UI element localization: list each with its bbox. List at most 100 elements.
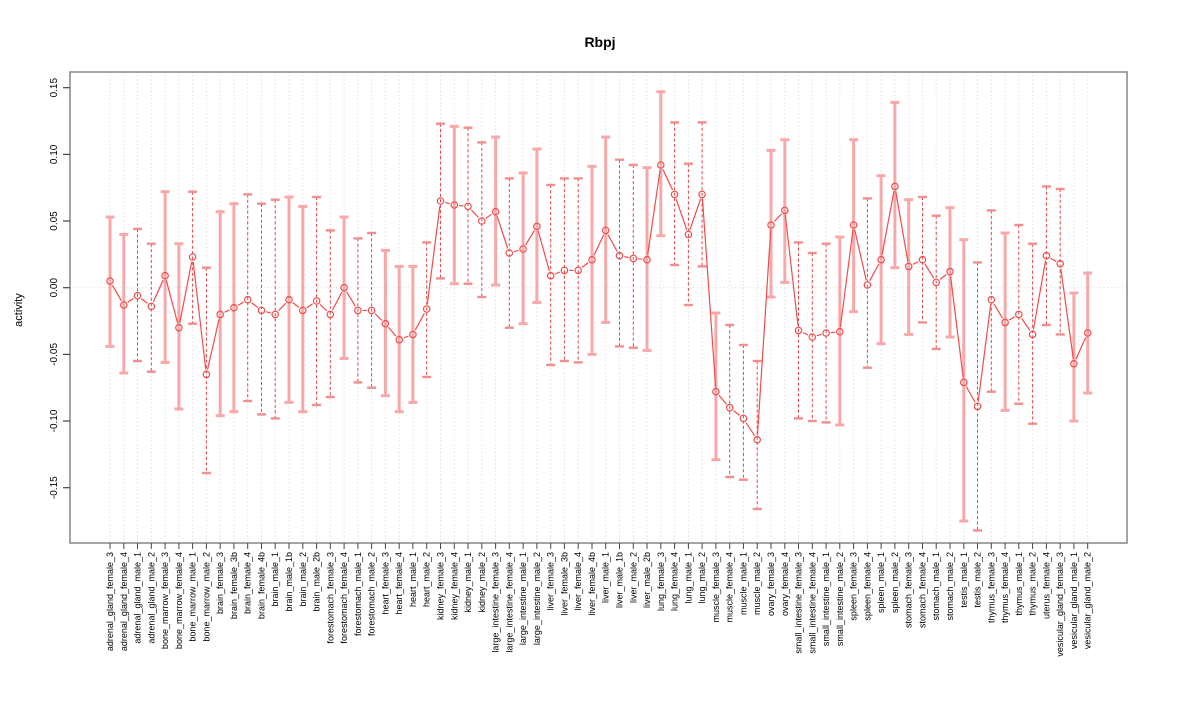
x-tick-label: spleen_male_1 xyxy=(876,552,886,613)
x-tick-label: liver_female_4b xyxy=(587,552,597,616)
gridlines xyxy=(70,72,1127,543)
data-point-marker xyxy=(849,221,858,229)
error-bars xyxy=(105,90,1093,532)
series-segment xyxy=(111,284,122,302)
x-tick-label: vesicular_gland_female_3 xyxy=(1055,552,1065,657)
data-point-marker xyxy=(491,207,500,216)
series-segment xyxy=(251,302,259,308)
plot-border xyxy=(69,71,1128,544)
y-tick-label: 0.05 xyxy=(49,211,60,231)
data-point-marker xyxy=(684,230,693,239)
data-point-marker xyxy=(381,319,390,328)
data-point-marker xyxy=(767,221,775,229)
data-point-marker xyxy=(904,262,913,271)
data-point-marker xyxy=(712,387,720,396)
data-point-marker xyxy=(367,306,376,315)
x-tick-label: ovary_female_4 xyxy=(780,552,790,616)
x-tick-label: stomach_female_4 xyxy=(918,552,928,628)
x-tick-label: spleen_male_2 xyxy=(890,552,900,613)
data-point-marker xyxy=(546,271,555,280)
x-tick-label: spleen_female_3 xyxy=(849,552,859,621)
x-tick-label: heart_female_4 xyxy=(394,552,404,615)
series-segment xyxy=(662,169,674,191)
data-point-marker xyxy=(519,245,527,253)
data-point-marker xyxy=(312,297,321,305)
series-segment xyxy=(950,276,964,378)
x-tick-label: ovary_female_3 xyxy=(766,552,776,616)
data-point-marker xyxy=(120,301,128,309)
data-point-marker xyxy=(835,327,844,336)
x-tick-label: brain_female_3b xyxy=(229,552,239,619)
data-point-marker xyxy=(987,295,996,304)
data-point-marker xyxy=(1056,259,1065,268)
data-point-marker xyxy=(354,306,362,315)
y-tick-label: 0.15 xyxy=(49,78,60,98)
x-tick-label: heart_female_3 xyxy=(380,552,390,615)
series-segment xyxy=(924,263,935,279)
x-tick-label: forestomach_female_3 xyxy=(325,552,335,644)
series-segment xyxy=(802,331,809,336)
data-point-marker xyxy=(133,291,142,300)
data-point-marker xyxy=(422,305,431,313)
data-point-marker xyxy=(450,201,459,209)
data-point-marker xyxy=(175,323,183,332)
x-tick-label: heart_male_2 xyxy=(422,552,432,607)
data-point-marker xyxy=(1083,329,1092,337)
data-point-marker xyxy=(877,255,885,264)
series-segment xyxy=(784,215,799,326)
y-tick-label: 0.00 xyxy=(49,278,60,298)
series-segment xyxy=(165,280,179,324)
data-point-marker xyxy=(243,295,252,304)
series-segment xyxy=(292,302,300,308)
data-point-marker xyxy=(643,255,651,264)
data-point-marker xyxy=(1070,359,1078,368)
series-segment xyxy=(1050,257,1057,262)
x-tick-label: spleen_female_4 xyxy=(862,552,872,621)
data-point-marker xyxy=(230,303,238,312)
data-point-marker xyxy=(629,254,638,263)
series-line xyxy=(111,169,1087,437)
x-tick-label: thymus_female_4 xyxy=(1000,552,1010,623)
x-tick-label: muscle_female_4 xyxy=(725,552,735,623)
x-tick-label: adrenal_gland_male_2 xyxy=(146,552,156,644)
x-tick-label: lung_female_3 xyxy=(656,552,666,611)
series-segment xyxy=(881,190,895,256)
data-point-marker xyxy=(656,161,665,169)
data-point-markers xyxy=(106,161,1092,444)
y-axis-title: activity xyxy=(13,293,25,327)
data-point-marker xyxy=(340,283,348,292)
data-point-marker xyxy=(891,182,899,191)
data-point-marker xyxy=(271,310,280,319)
series-segment xyxy=(593,234,605,256)
series-segment xyxy=(414,313,425,331)
x-tick-label: small_intestine_male_2 xyxy=(835,552,845,646)
data-point-marker xyxy=(106,277,114,285)
series-segment xyxy=(718,394,727,405)
x-tick-label: brain_female_3 xyxy=(215,552,225,614)
x-tick-label: muscle_male_2 xyxy=(752,552,762,615)
data-point-marker xyxy=(670,190,679,199)
series-segment xyxy=(701,199,717,387)
x-tick-label: adrenal_gland_male_1 xyxy=(133,552,143,644)
x-tick-label: forestomach_female_4 xyxy=(339,552,349,644)
series-segment xyxy=(426,205,441,305)
plot-box xyxy=(69,71,1128,544)
x-tick-label: vesicular_gland_male_1 xyxy=(1069,552,1079,649)
data-point-marker xyxy=(505,249,514,257)
x-tick-label: bone_marrow_female_3 xyxy=(160,552,170,649)
x-tick-label: forestomach_male_2 xyxy=(367,552,377,636)
x-tick-label: large_intestine_female_3 xyxy=(491,552,501,653)
y-tick-label: -0.10 xyxy=(49,409,60,432)
series-segment xyxy=(624,256,629,259)
x-tick-label: lung_male_1 xyxy=(683,552,693,604)
chart-title: Rbpj xyxy=(584,34,615,50)
series-segment xyxy=(374,313,383,321)
series-segment xyxy=(152,279,164,303)
x-tick-label: adrenal_gland_female_4 xyxy=(119,552,129,651)
data-point-marker xyxy=(1042,251,1051,260)
data-point-marker xyxy=(794,326,803,335)
series-segment xyxy=(647,169,661,256)
series-segment xyxy=(192,261,207,370)
series-segment xyxy=(773,213,782,222)
x-tick-label: brain_male_1 xyxy=(270,552,280,607)
